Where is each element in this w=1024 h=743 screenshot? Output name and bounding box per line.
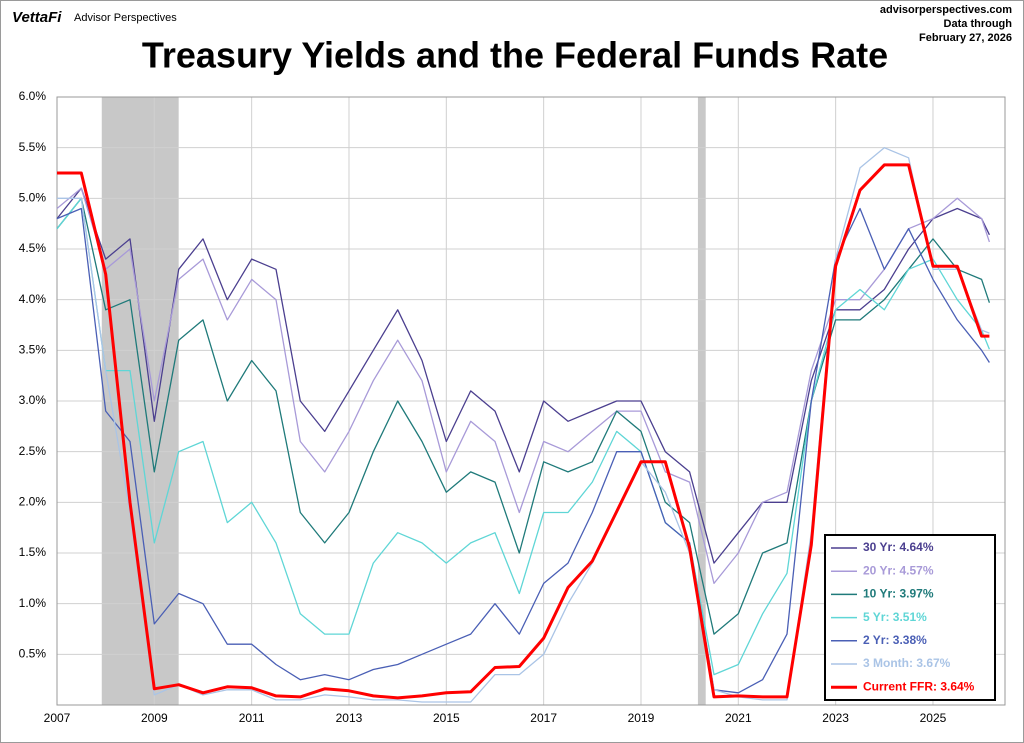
- series-line: [56, 187, 990, 564]
- plot-area: [56, 96, 1006, 706]
- series-line: [56, 207, 990, 694]
- y-tick-label: 5.5%: [19, 140, 47, 154]
- chart-title: Treasury Yields and the Federal Funds Ra…: [142, 35, 888, 76]
- x-tick-label: 2025: [920, 711, 947, 725]
- x-tick-label: 2023: [822, 711, 849, 725]
- brand: VettaFi: [12, 9, 62, 26]
- series-line: [57, 163, 990, 700]
- x-tick-label: 2011: [239, 711, 265, 725]
- legend-label: 3 Month: 3.67%: [863, 656, 951, 670]
- legend-label: 20 Yr: 4.57%: [863, 563, 934, 577]
- y-tick-label: 6.0%: [19, 89, 47, 103]
- series-line: [56, 197, 991, 676]
- date: February 27, 2026: [919, 32, 1012, 44]
- series-line: [57, 147, 990, 703]
- site: advisorperspectives.com: [880, 4, 1012, 16]
- y-tick-label: 3.5%: [19, 343, 47, 357]
- x-tick-label: 2013: [336, 711, 363, 725]
- x-tick-label: 2017: [530, 711, 557, 725]
- brand-sub: Advisor Perspectives: [74, 12, 177, 24]
- y-tick-label: 1.5%: [19, 545, 47, 559]
- x-tick-label: 2019: [628, 711, 655, 725]
- legend-label: 5 Yr: 3.51%: [863, 610, 927, 624]
- series-line: [56, 197, 991, 635]
- y-tick-label: 3.0%: [19, 393, 47, 407]
- y-tick-label: 2.5%: [19, 444, 47, 458]
- y-tick-label: 4.5%: [19, 241, 47, 255]
- x-tick-label: 2015: [433, 711, 460, 725]
- y-tick-label: 2.0%: [19, 495, 47, 509]
- data-through: Data through: [944, 18, 1013, 30]
- y-tick-label: 1.0%: [19, 596, 47, 610]
- x-tick-label: 2009: [141, 711, 168, 725]
- x-tick-label: 2021: [725, 711, 752, 725]
- legend-label: 10 Yr: 3.97%: [863, 587, 934, 601]
- legend-label: 2 Yr: 3.38%: [863, 633, 927, 647]
- x-tick-label: 2007: [44, 711, 71, 725]
- legend-label: 30 Yr: 4.64%: [863, 540, 934, 554]
- y-tick-label: 5.0%: [19, 191, 47, 205]
- legend-label: Current FFR: 3.64%: [863, 679, 975, 693]
- y-tick-label: 4.0%: [19, 292, 47, 306]
- y-tick-label: 0.5%: [19, 647, 47, 661]
